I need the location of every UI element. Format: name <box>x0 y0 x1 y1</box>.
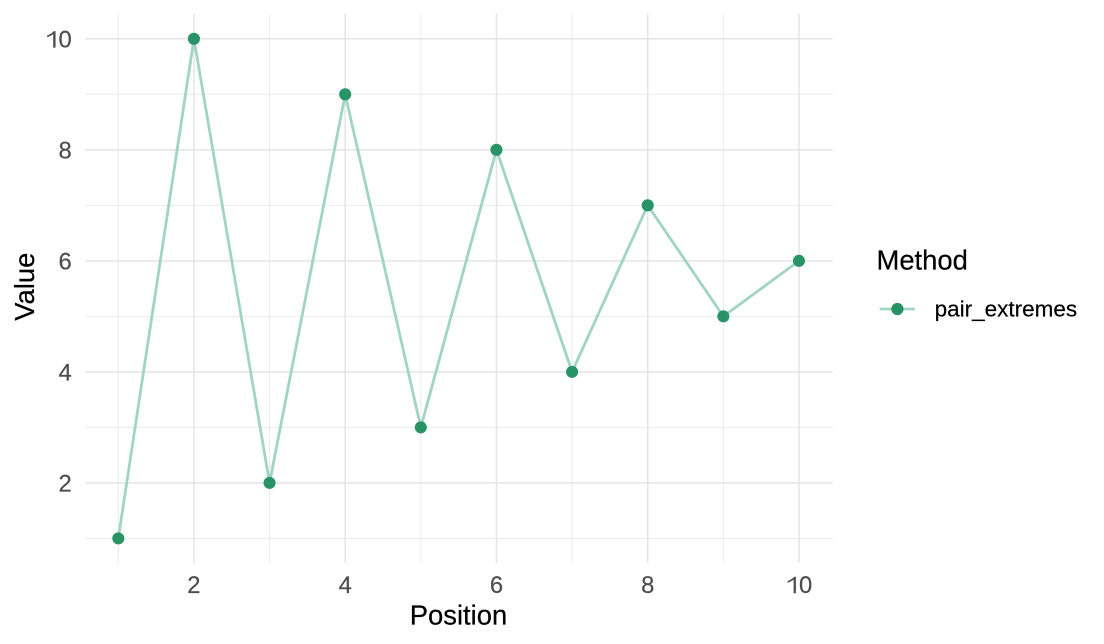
svg-text:2: 2 <box>59 471 72 498</box>
svg-text:Value: Value <box>9 253 40 321</box>
svg-text:pair_extremes: pair_extremes <box>935 297 1078 322</box>
svg-text:4: 4 <box>339 572 352 599</box>
svg-text:Method: Method <box>877 245 968 276</box>
svg-text:0: 0 <box>59 27 72 54</box>
svg-text:8: 8 <box>59 138 72 165</box>
svg-text:6: 6 <box>59 249 72 276</box>
svg-text:0: 0 <box>799 572 812 599</box>
svg-text:Position: Position <box>410 600 507 631</box>
svg-text:8: 8 <box>641 572 654 599</box>
svg-text:2: 2 <box>187 572 200 599</box>
svg-text:4: 4 <box>59 360 72 387</box>
svg-text:6: 6 <box>490 572 503 599</box>
